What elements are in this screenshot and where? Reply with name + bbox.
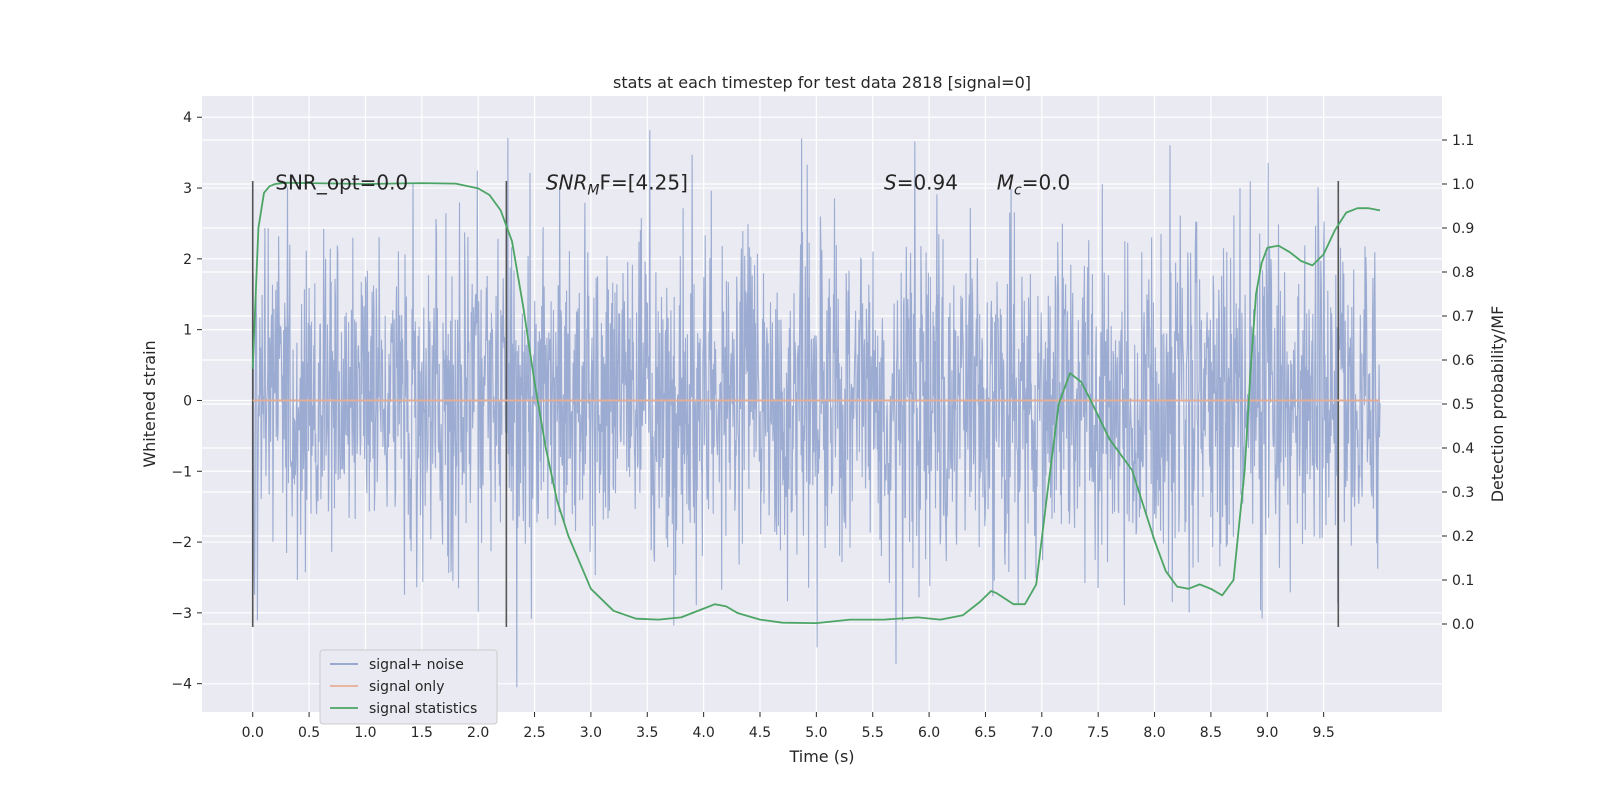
x-tick-label: 5.0 bbox=[805, 725, 827, 741]
x-tick-label: 2.0 bbox=[467, 725, 489, 741]
y-right-tick-label: 0.5 bbox=[1452, 397, 1474, 413]
y-right-tick-label: 0.8 bbox=[1452, 265, 1474, 281]
noise-line bbox=[252, 130, 1381, 688]
statistics-series bbox=[251, 181, 1381, 624]
x-tick-label: 8.0 bbox=[1143, 725, 1165, 741]
legend-box bbox=[319, 649, 498, 725]
y-tick-label: −4 bbox=[171, 677, 192, 693]
y-right-tick-label: 0.1 bbox=[1452, 573, 1474, 589]
statistics-line bbox=[251, 181, 1381, 624]
x-tick-label: 5.5 bbox=[862, 725, 884, 741]
left-y-axis-ticks: 4 3 2 1 0 −1 −2 −3 −4 bbox=[171, 110, 202, 693]
y-right-tick-label: 1.1 bbox=[1452, 133, 1474, 149]
annotations: SNR_opt=0.0 SNRMF=[4.25] S=0.94 Mc=0.0 bbox=[275, 171, 1070, 199]
y-right-tick-label: 0.7 bbox=[1452, 309, 1474, 325]
annotation-snr_mf: SNRMF=[4.25] bbox=[546, 171, 688, 199]
x-tick-label: 6.0 bbox=[918, 725, 940, 741]
x-tick-label: 9.0 bbox=[1256, 725, 1278, 741]
right-y-axis-ticks: 1.1 1.0 0.9 0.8 0.7 0.6 0.5 0.4 0.3 0.2 0.1 0.0 bbox=[1442, 133, 1474, 633]
y-tick-label: 1 bbox=[183, 323, 192, 339]
y-right-tick-label: 0.2 bbox=[1452, 529, 1474, 545]
y-tick-label: 2 bbox=[183, 252, 192, 268]
chart-title: stats at each timestep for test data 281… bbox=[613, 73, 1031, 92]
annotation-mc_val: Mc=0.0 bbox=[997, 171, 1071, 199]
y-right-tick-label: 0.4 bbox=[1452, 441, 1474, 457]
y-tick-label: 4 bbox=[183, 110, 192, 126]
x-tick-label: 2.5 bbox=[523, 725, 545, 741]
x-tick-label: 7.5 bbox=[1087, 725, 1109, 741]
y-right-tick-label: 0.3 bbox=[1452, 485, 1474, 501]
x-tick-label: 9.5 bbox=[1313, 725, 1335, 741]
y-axis-label: Whitened strain bbox=[140, 340, 159, 467]
x-axis-label: Time (s) bbox=[788, 747, 854, 766]
x-tick-label: 1.0 bbox=[354, 725, 376, 741]
x-tick-label: 3.0 bbox=[580, 725, 602, 741]
annotation-snr_opt: SNR_opt=0.0 bbox=[275, 171, 408, 195]
y-tick-label: −1 bbox=[171, 464, 192, 480]
legend-label-statistics: signal statistics bbox=[369, 701, 477, 717]
x-tick-label: 0.5 bbox=[298, 725, 320, 741]
x-axis-ticks: 0.0 0.5 1.0 1.5 2.0 2.5 3.0 3.5 4.0 4.5 5.0 5.5 6.0 6… bbox=[242, 712, 1335, 741]
x-tick-label: 0.0 bbox=[242, 725, 264, 741]
x-tick-label: 4.0 bbox=[693, 725, 715, 741]
x-tick-label: 7.0 bbox=[1031, 725, 1053, 741]
legend-label-noise: signal+ noise bbox=[369, 657, 464, 673]
legend: signal+ noise signal only signal statist… bbox=[319, 649, 498, 725]
y-tick-label: −3 bbox=[171, 606, 192, 622]
y-tick-label: −2 bbox=[171, 535, 192, 551]
x-tick-label: 1.5 bbox=[411, 725, 433, 741]
y-right-axis-label: Detection probability/MF bbox=[1488, 306, 1507, 503]
x-tick-label: 8.5 bbox=[1200, 725, 1222, 741]
noise-series bbox=[252, 130, 1381, 688]
legend-label-signal-only: signal only bbox=[369, 679, 444, 695]
y-tick-label: 0 bbox=[183, 393, 192, 409]
x-tick-label: 3.5 bbox=[636, 725, 658, 741]
y-right-tick-label: 0.9 bbox=[1452, 221, 1474, 237]
y-right-tick-label: 1.0 bbox=[1452, 177, 1474, 193]
y-right-tick-label: 0.6 bbox=[1452, 353, 1474, 369]
x-tick-label: 6.5 bbox=[974, 725, 996, 741]
y-right-tick-label: 0.0 bbox=[1452, 617, 1474, 633]
x-tick-label: 4.5 bbox=[749, 725, 771, 741]
vertical-markers bbox=[251, 180, 1340, 628]
annotation-s_val: S=0.94 bbox=[884, 171, 958, 195]
y-tick-label: 3 bbox=[183, 181, 192, 197]
